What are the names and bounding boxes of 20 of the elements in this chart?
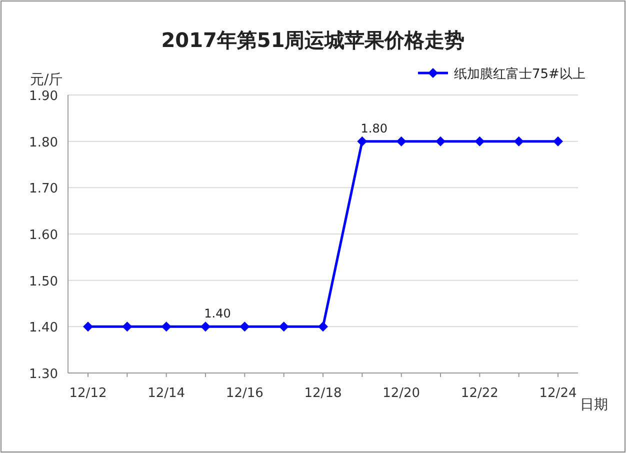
y-tick-label: 1.90 (29, 89, 58, 104)
data-label: 1.40 (204, 306, 231, 321)
x-tick-label: 12/20 (382, 386, 420, 401)
x-tick-label: 12/12 (69, 386, 107, 401)
y-tick-label: 1.50 (29, 274, 58, 290)
y-tick-label: 1.60 (29, 228, 58, 243)
y-tick-label: 1.70 (29, 182, 58, 197)
x-tick-label: 12/14 (148, 386, 186, 401)
x-tick-label: 12/24 (539, 386, 577, 401)
y-tick-label: 1.30 (29, 367, 58, 382)
data-label: 1.80 (360, 121, 388, 136)
y-tick-label: 1.40 (29, 320, 58, 336)
legend-label: 纸加膜红富士75#以上 (454, 66, 586, 82)
x-tick-label: 12/18 (304, 386, 342, 401)
x-axis-title: 日期 (580, 397, 608, 413)
x-tick-label: 12/16 (226, 386, 264, 401)
x-tick-label: 12/22 (460, 386, 498, 401)
y-axis-title: 元/斤 (30, 72, 63, 88)
chart-title: 2017年第51周运城苹果价格走势 (161, 28, 465, 52)
y-tick-label: 1.80 (29, 135, 58, 150)
